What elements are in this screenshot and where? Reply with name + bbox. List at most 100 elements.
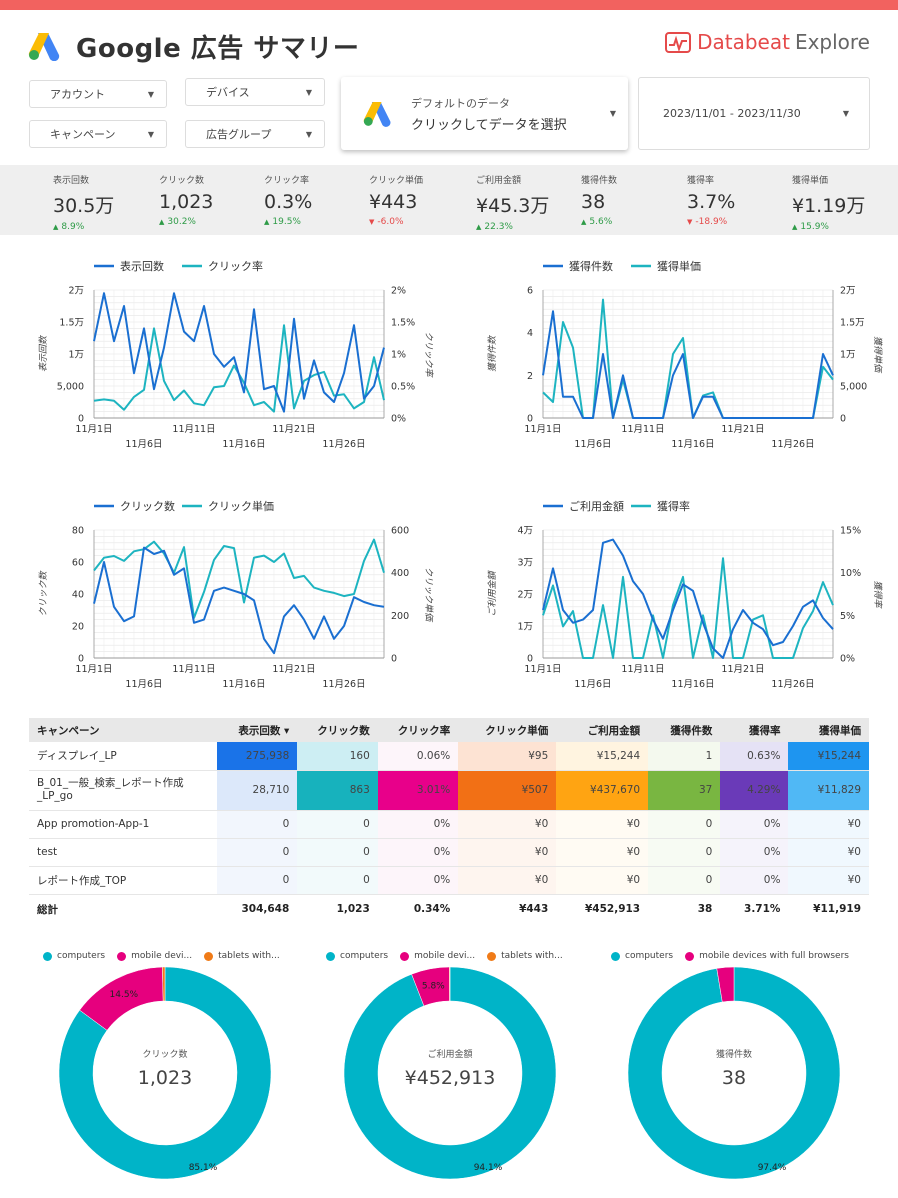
donut-chart: 94.1% 5.8% ご利用金額 ¥452,913 <box>343 966 557 1180</box>
column-header[interactable]: 獲得率 <box>720 718 789 742</box>
kpi-change-value: -18.9% <box>695 217 728 227</box>
table-row[interactable]: B_01_一般_検索_レポート作成_LP_go 28,710 863 3.01% ¥50… <box>29 770 869 811</box>
kpi-value: 30.5万 <box>53 195 115 217</box>
y-tick-left: 1.5万 <box>59 318 84 329</box>
x-tick-label: 11月21日 <box>721 424 764 435</box>
kpi-card: 獲得単価 ¥1.19万 ▲ 15.9% <box>792 173 865 232</box>
caret-down-icon: ▼ <box>305 87 312 97</box>
legend-dot <box>204 951 214 961</box>
legend-item[interactable]: computers <box>326 951 388 961</box>
table-cell: 0 <box>648 838 721 867</box>
series-line-クリック数 <box>93 546 385 655</box>
slice-label: 94.1% <box>474 1163 503 1173</box>
table-cell: 1,023 <box>336 903 370 916</box>
legend-label: computers <box>57 951 106 961</box>
kpi-card: クリック率 0.3% ▲ 19.5% <box>264 173 312 227</box>
x-tick-label: 11月26日 <box>322 439 365 450</box>
y-tick-left: 4 <box>527 328 533 339</box>
table-cell: 37 <box>648 770 721 811</box>
slice-label: 5.8% <box>422 982 445 992</box>
legend-item[interactable]: mobile devices with full browsers <box>685 951 849 961</box>
table-cell: ¥437,670 <box>556 770 649 811</box>
column-header[interactable]: クリック率 <box>377 718 459 742</box>
series-line-表示回数 <box>93 292 385 413</box>
table-row[interactable]: App promotion-App-1 0 0 0% ¥0 ¥0 0 0% ¥0 <box>29 810 869 839</box>
pie-legend: computers mobile devi... tablets with... <box>43 951 292 961</box>
x-tick-label: 11月26日 <box>322 679 365 690</box>
table-cell: ¥0 <box>458 810 557 839</box>
legend-label: 獲得率 <box>657 499 690 513</box>
legend-item[interactable]: mobile devi... <box>117 951 192 961</box>
data-source-line1: デフォルトのデータ <box>411 96 510 110</box>
adgroup-dropdown[interactable]: 広告グループ ▼ <box>185 120 325 148</box>
column-header[interactable]: クリック単価 <box>458 718 557 742</box>
legend-item[interactable]: tablets with... <box>487 951 563 961</box>
y-tick-left: 2万 <box>517 590 533 601</box>
legend-label: mobile devi... <box>131 951 193 961</box>
table-cell: ディスプレイ_LP <box>29 742 217 771</box>
legend-dot <box>43 951 52 961</box>
arrow-up-icon: ▲ <box>581 218 587 226</box>
table-row[interactable]: ディスプレイ_LP 275,938 160 0.06% ¥95 ¥15,244 1 0.63%… <box>29 742 869 771</box>
column-header[interactable]: クリック数 <box>297 718 378 742</box>
table-cell: ¥11,919 <box>813 903 861 916</box>
table-cell: 275,938 <box>216 742 298 771</box>
table-cell: 0% <box>377 866 459 895</box>
top-accent-bar <box>0 0 898 10</box>
y-tick-right: 10% <box>840 568 861 579</box>
kpi-change-value: 8.9% <box>61 222 85 232</box>
table-cell: 28,710 <box>216 770 298 811</box>
table-row[interactable]: レポート作成_TOP 0 0 0% ¥0 ¥0 0 0% ¥0 <box>29 866 869 895</box>
y-axis-title-right: クリック単価 <box>423 567 434 623</box>
table-cell: レポート作成_TOP <box>29 866 217 895</box>
table-cell: 4.29% <box>720 770 789 811</box>
table-cell: 0 <box>216 810 298 839</box>
brand-sub: Explore <box>794 30 870 54</box>
kpi-card: クリック数 1,023 ▲ 30.2% <box>159 173 213 227</box>
table-cell: 0 <box>216 866 298 895</box>
kpi-card: クリック単価 ¥443 ▼ -6.0% <box>369 173 423 227</box>
column-header[interactable]: 獲得件数 <box>648 718 721 742</box>
y-tick-left: 2万 <box>68 286 84 297</box>
account-dropdown[interactable]: アカウント ▼ <box>29 80 167 108</box>
pie-legend: computers mobile devices with full browse… <box>611 951 861 961</box>
donut-center-value: ¥452,913 <box>405 1067 496 1089</box>
data-source-selector[interactable]: デフォルトのデータ クリックしてデータを選択 ▼ <box>341 77 628 150</box>
column-header[interactable]: 獲得単価 <box>788 718 869 742</box>
y-axis-title-right: 獲得単価 <box>872 336 883 374</box>
series-line-獲得率 <box>542 557 834 659</box>
table-cell: 0 <box>297 810 378 839</box>
y-tick-right: 1万 <box>840 350 856 361</box>
caret-down-icon: ▼ <box>842 109 849 118</box>
series-line-獲得件数 <box>542 310 834 419</box>
campaign-dropdown[interactable]: キャンペーン ▼ <box>29 120 167 148</box>
donut-slice <box>449 966 451 1002</box>
device-dropdown[interactable]: デバイス ▼ <box>185 78 325 106</box>
column-header[interactable]: 表示回数 ▾ <box>216 718 298 742</box>
legend-item[interactable]: computers <box>611 951 673 961</box>
kpi-value: ¥45.3万 <box>476 195 550 217</box>
series-line-獲得単価 <box>542 298 834 419</box>
legend-item[interactable]: mobile devi... <box>400 951 475 961</box>
legend-label: mobile devices with full browsers <box>699 951 849 961</box>
data-source-line2: クリックしてデータを選択 <box>411 117 567 133</box>
column-header[interactable]: キャンペーン <box>29 718 217 742</box>
kpi-change: ▲ 19.5% <box>264 217 312 227</box>
kpi-label: 獲得件数 <box>581 176 618 186</box>
databeat-brand: Databeat Explore <box>665 30 870 54</box>
arrow-up-icon: ▲ <box>159 218 165 226</box>
legend-item[interactable]: computers <box>43 951 105 961</box>
legend-item[interactable]: tablets with... <box>204 951 280 961</box>
table-cell: 0% <box>720 866 789 895</box>
date-range-picker[interactable]: 2023/11/01 - 2023/11/30 ▼ <box>638 77 870 150</box>
x-tick-label: 11月6日 <box>125 679 162 690</box>
y-tick-left: 3万 <box>517 558 533 569</box>
table-row[interactable]: test 0 0 0% ¥0 ¥0 0 0% ¥0 <box>29 838 869 867</box>
column-header[interactable]: ご利用金額 <box>556 718 649 742</box>
table-cell: 0.06% <box>377 742 459 771</box>
kpi-label: クリック数 <box>159 176 205 186</box>
kpi-change: ▼ -18.9% <box>687 217 735 227</box>
table-cell: 0 <box>297 838 378 867</box>
y-tick-right: 1.5万 <box>840 318 865 329</box>
